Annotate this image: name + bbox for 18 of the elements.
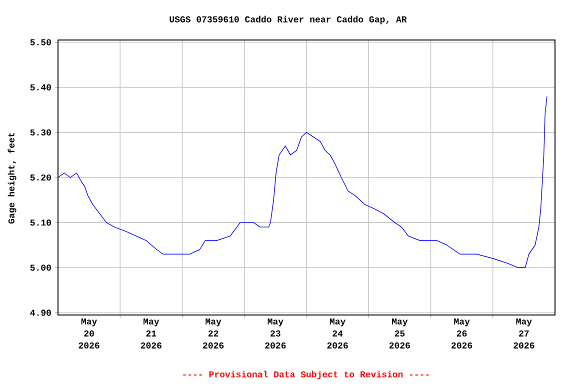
x-tick-label: May 20 2026	[78, 318, 100, 349]
y-tick-label: 5.50	[30, 39, 51, 46]
y-tick-label: 5.30	[30, 129, 51, 136]
chart-title: USGS 07359610 Caddo River near Caddo Gap, AR	[170, 16, 407, 24]
text: ---- Provisional Data Subject to Revision ----	[183, 370, 429, 380]
x-tick-label: May 25 2026	[389, 318, 410, 349]
y-tick-label: 5.10	[30, 220, 51, 226]
y-tick-label: 5.20	[30, 174, 51, 181]
y-tick-label: 4.90	[30, 310, 51, 316]
y-tick-label: 5.40	[30, 84, 51, 90]
y-tick-label: 5.00	[30, 264, 51, 271]
x-tick-label: May 22 2026	[203, 318, 224, 349]
x-tick-label: May 26 2026	[452, 318, 472, 349]
x-tick-label: May 21 2026	[140, 318, 162, 349]
x-tick-label: May 24 2026	[327, 318, 348, 349]
x-tick-label: May 23 2026	[265, 318, 286, 349]
x-tick-label: May 27 2026	[514, 318, 534, 349]
y-axis-title: Gage height, feet	[8, 132, 16, 224]
